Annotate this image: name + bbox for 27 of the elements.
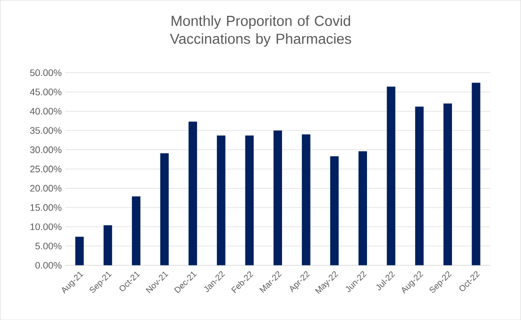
bar [330, 156, 339, 266]
bar [104, 225, 112, 266]
bar [302, 134, 310, 266]
bar [160, 153, 169, 266]
bar [472, 82, 480, 266]
y-tick-label: 35.00% [30, 127, 62, 134]
bar [188, 122, 198, 266]
y-tick-label: 0.00% [35, 262, 62, 269]
y-tick-label: 15.00% [30, 204, 62, 211]
y-tick-label: 5.00% [35, 242, 62, 250]
bar [358, 151, 367, 266]
y-tick-label: 40.00% [30, 108, 62, 114]
bar [415, 106, 424, 266]
bar [132, 196, 140, 266]
y-tick-label: 30.00% [30, 146, 62, 154]
y-tick-label: 50.00% [30, 69, 62, 76]
bar [443, 103, 452, 266]
bar [274, 130, 282, 266]
bar [75, 236, 84, 266]
y-tick-label: 10.00% [30, 223, 62, 230]
chart-title: Monthly Proporiton of Covid Vaccinations by Pharmacies [170, 15, 352, 47]
bar [386, 86, 396, 266]
y-tick-label: 45.00% [30, 88, 62, 96]
y-tick-label: 25.00% [30, 166, 62, 172]
bar [216, 135, 226, 266]
y-tick-label: 20.00% [30, 184, 62, 192]
bar [245, 135, 254, 266]
